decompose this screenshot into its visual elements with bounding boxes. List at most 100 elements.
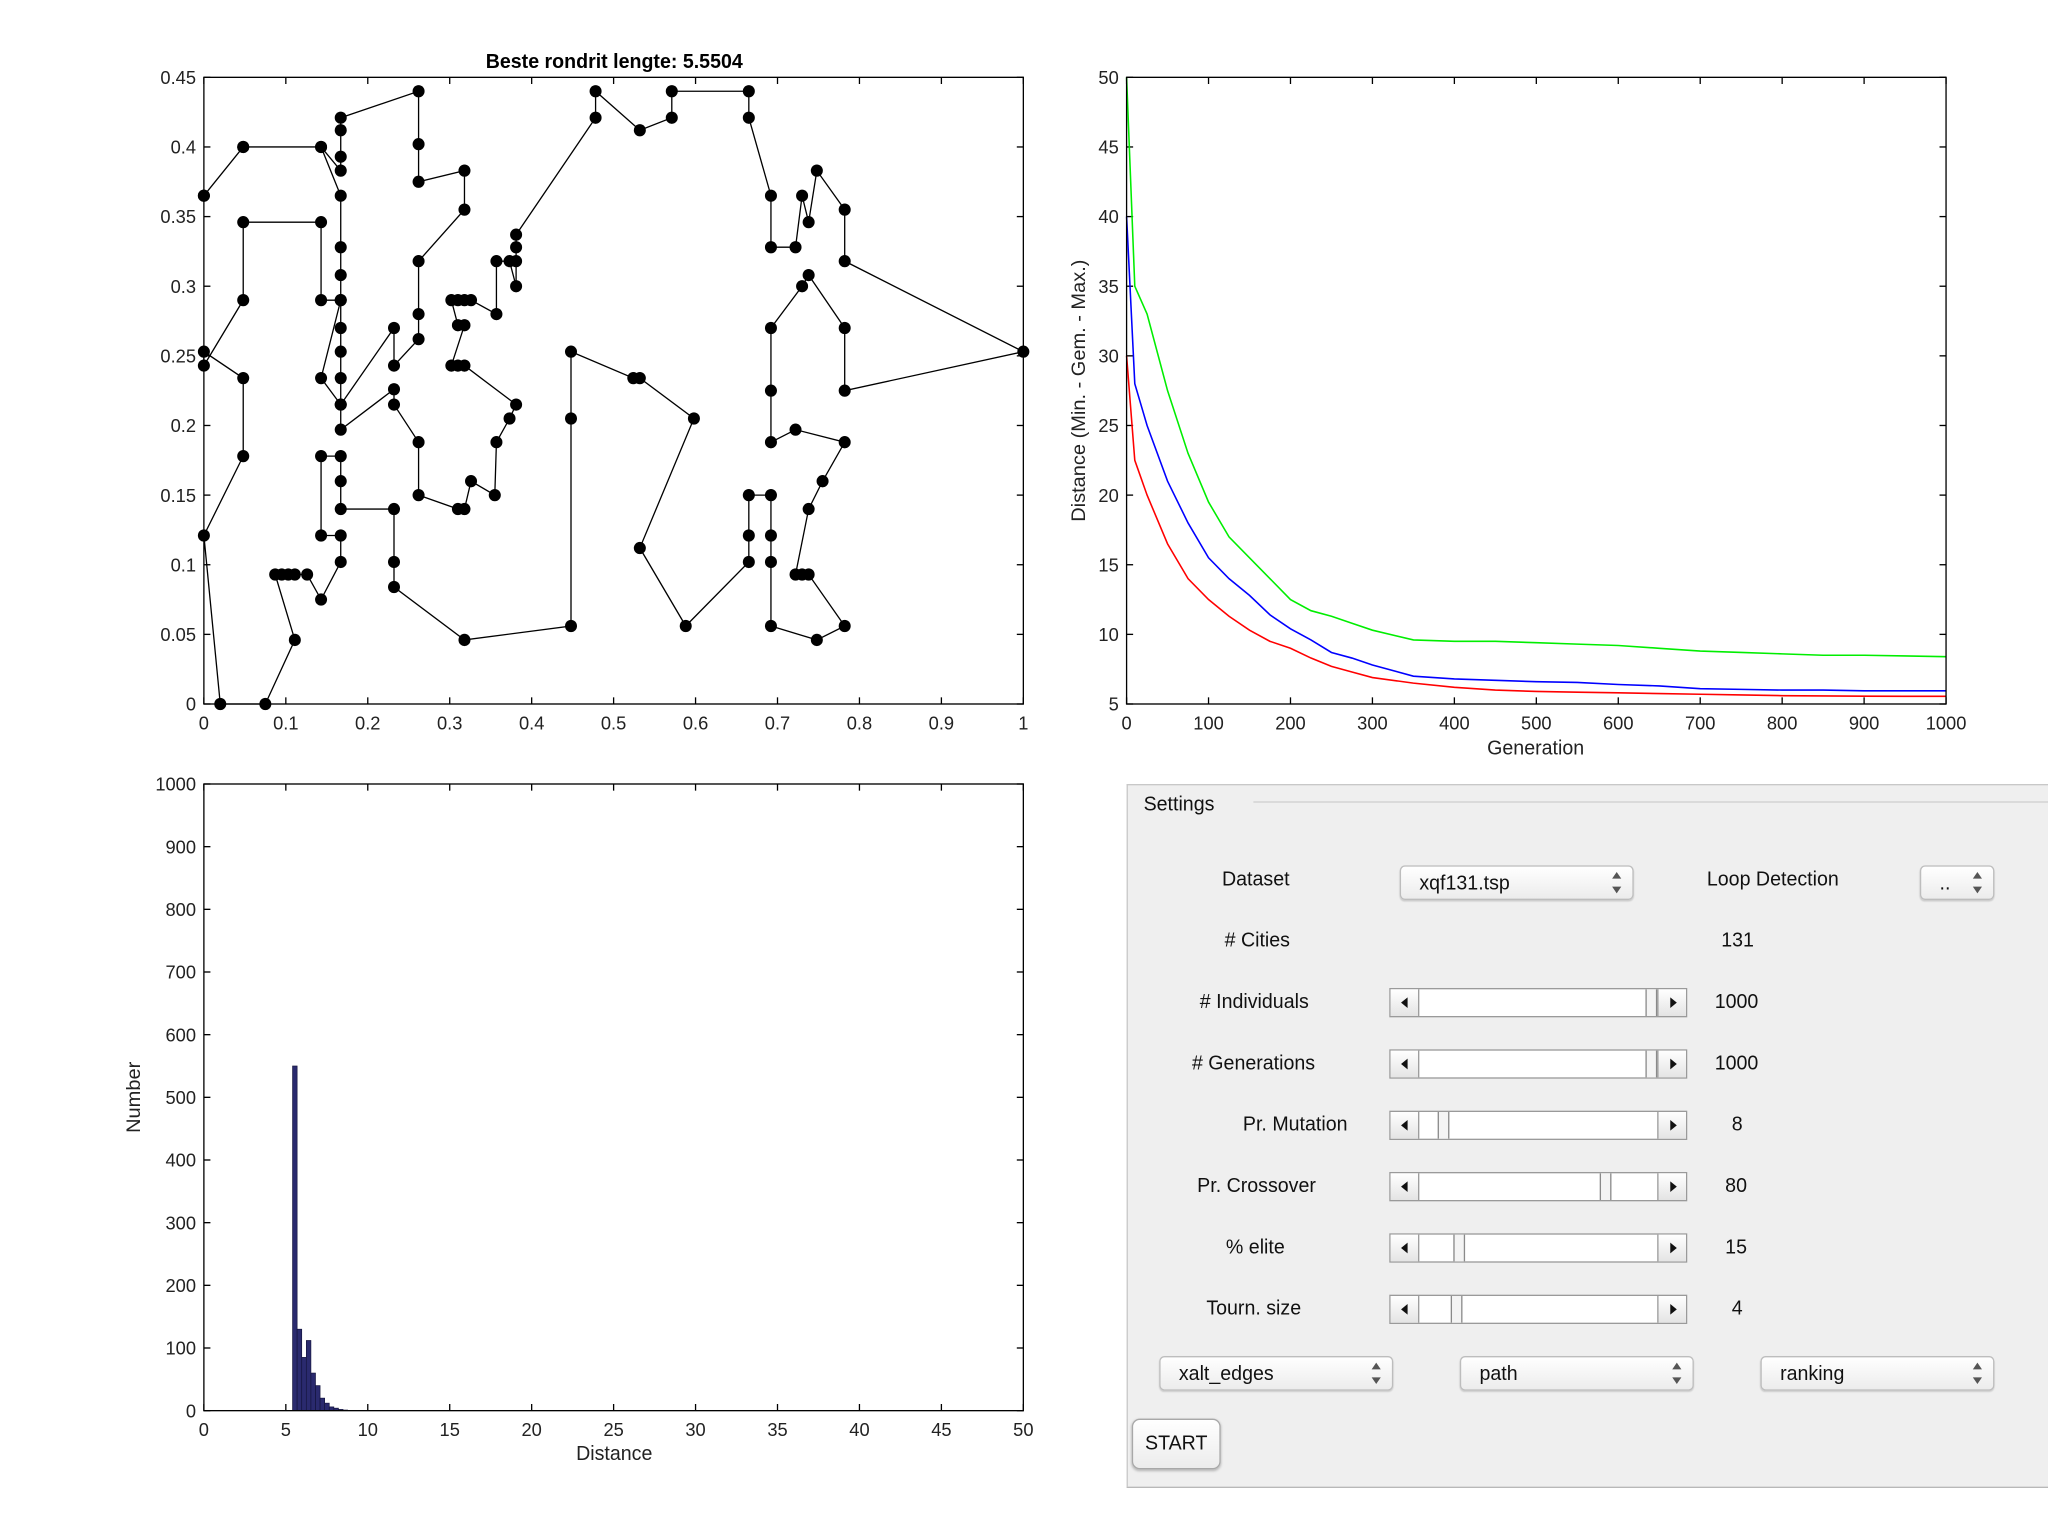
- city-point: [742, 111, 755, 124]
- city-point: [334, 475, 347, 488]
- city-point: [503, 255, 516, 268]
- x-tick-label: 0.7: [765, 712, 790, 733]
- slider-right-arrow-icon[interactable]: [1657, 1050, 1686, 1078]
- city-point: [288, 568, 301, 581]
- x-tick-label: 900: [1849, 712, 1880, 733]
- y-tick-label: 0: [186, 693, 196, 714]
- city-point: [465, 294, 478, 307]
- dataset-select-value: xqf131.tsp: [1419, 871, 1510, 895]
- city-point: [802, 268, 815, 282]
- city-point: [334, 268, 347, 282]
- city-point: [334, 241, 347, 254]
- crossover-value: 80: [1725, 1174, 1747, 1198]
- cities-label: # Cities: [1224, 929, 1291, 952]
- elite-value: 15: [1725, 1235, 1747, 1259]
- start-button[interactable]: START: [1131, 1418, 1221, 1470]
- dataset-select[interactable]: xqf131.tsp: [1399, 865, 1634, 900]
- x-tick-label: 0: [199, 1419, 209, 1440]
- city-point: [334, 398, 347, 411]
- x-tick-label: 10: [358, 1419, 378, 1440]
- city-point: [742, 529, 755, 542]
- x-tick-label: 0.2: [355, 712, 380, 733]
- city-point: [387, 321, 401, 335]
- y-tick-label: 15: [1098, 554, 1118, 575]
- loop-detection-select[interactable]: ..: [1919, 865, 1995, 900]
- city-point: [802, 502, 815, 516]
- y-tick-label: 35: [1098, 276, 1118, 297]
- city-point: [387, 555, 401, 569]
- slider-thumb[interactable]: [1599, 1173, 1612, 1200]
- city-point: [315, 449, 328, 463]
- city-point: [789, 568, 802, 581]
- individuals-slider[interactable]: [1389, 987, 1688, 1018]
- tour-plot-title: Beste rondrit lengte: 5.5504: [486, 51, 743, 73]
- histogram-bar: [338, 1409, 344, 1411]
- city-point: [197, 189, 210, 202]
- representation-select[interactable]: path: [1459, 1355, 1694, 1391]
- slider-thumb[interactable]: [1453, 1234, 1466, 1262]
- city-point: [387, 502, 401, 516]
- x-tick-label: 0: [199, 712, 209, 733]
- select-arrows-icon: [1612, 871, 1622, 894]
- city-point: [458, 359, 471, 372]
- histogram-xlabel: Distance: [576, 1443, 652, 1465]
- slider-right-arrow-icon[interactable]: [1657, 989, 1686, 1016]
- x-tick-label: 0.3: [437, 712, 462, 733]
- y-tick-label: 0.15: [160, 485, 196, 506]
- city-point: [197, 189, 210, 202]
- select-arrows-icon: [1672, 1362, 1682, 1384]
- slider-thumb[interactable]: [1450, 1295, 1463, 1323]
- x-tick-label: 5: [281, 1419, 291, 1440]
- slider-right-arrow-icon[interactable]: [1657, 1111, 1686, 1139]
- y-tick-label: 500: [166, 1087, 197, 1108]
- city-point: [510, 241, 523, 254]
- crossover-slider[interactable]: [1389, 1171, 1688, 1202]
- slider-left-arrow-icon[interactable]: [1390, 1295, 1420, 1323]
- slider-left-arrow-icon[interactable]: [1390, 1050, 1420, 1078]
- representation-value: path: [1479, 1362, 1518, 1386]
- city-point: [445, 359, 458, 372]
- y-tick-label: 5: [1109, 693, 1119, 714]
- city-point: [810, 164, 823, 177]
- generations-label: # Generations: [1191, 1051, 1316, 1075]
- slider-left-arrow-icon[interactable]: [1390, 1173, 1420, 1200]
- selection-method-select[interactable]: ranking: [1760, 1355, 1995, 1391]
- city-point: [334, 111, 347, 124]
- city-point: [237, 449, 250, 463]
- city-point: [490, 307, 503, 321]
- slider-thumb[interactable]: [1645, 989, 1658, 1016]
- city-point: [838, 619, 851, 633]
- city-point: [197, 529, 210, 542]
- histogram-bar: [305, 1340, 312, 1411]
- slider-left-arrow-icon[interactable]: [1390, 1234, 1420, 1262]
- city-point: [838, 384, 851, 397]
- x-tick-label: 35: [767, 1419, 787, 1440]
- x-tick-label: 0.1: [273, 712, 298, 733]
- slider-left-arrow-icon[interactable]: [1390, 989, 1420, 1016]
- slider-right-arrow-icon[interactable]: [1657, 1295, 1686, 1323]
- generations-slider[interactable]: [1389, 1049, 1688, 1079]
- slider-right-arrow-icon[interactable]: [1657, 1173, 1686, 1200]
- slider-left-arrow-icon[interactable]: [1390, 1111, 1420, 1139]
- city-point: [315, 371, 328, 385]
- slider-thumb[interactable]: [1645, 1050, 1658, 1078]
- tournament-size-slider[interactable]: [1389, 1294, 1688, 1324]
- y-tick-label: 0.25: [160, 345, 196, 366]
- elite-slider[interactable]: [1389, 1233, 1688, 1263]
- crossover-operator-select[interactable]: xalt_edges: [1159, 1355, 1394, 1391]
- individuals-value: 1000: [1714, 990, 1759, 1014]
- city-point: [838, 255, 851, 268]
- slider-thumb[interactable]: [1437, 1111, 1450, 1139]
- histogram-bar: [319, 1397, 325, 1411]
- loop-detection-select-value: ..: [1939, 871, 1951, 895]
- mutation-slider[interactable]: [1389, 1110, 1688, 1140]
- city-point: [802, 568, 815, 581]
- city-point: [796, 568, 809, 581]
- tournament-size-label: Tourn. size: [1206, 1297, 1302, 1320]
- city-point: [387, 383, 401, 396]
- y-tick-label: 1000: [155, 773, 196, 794]
- histogram-ylabel: Number: [123, 1061, 145, 1133]
- city-point: [503, 412, 516, 425]
- y-tick-label: 0.4: [171, 136, 196, 157]
- slider-right-arrow-icon[interactable]: [1657, 1234, 1686, 1262]
